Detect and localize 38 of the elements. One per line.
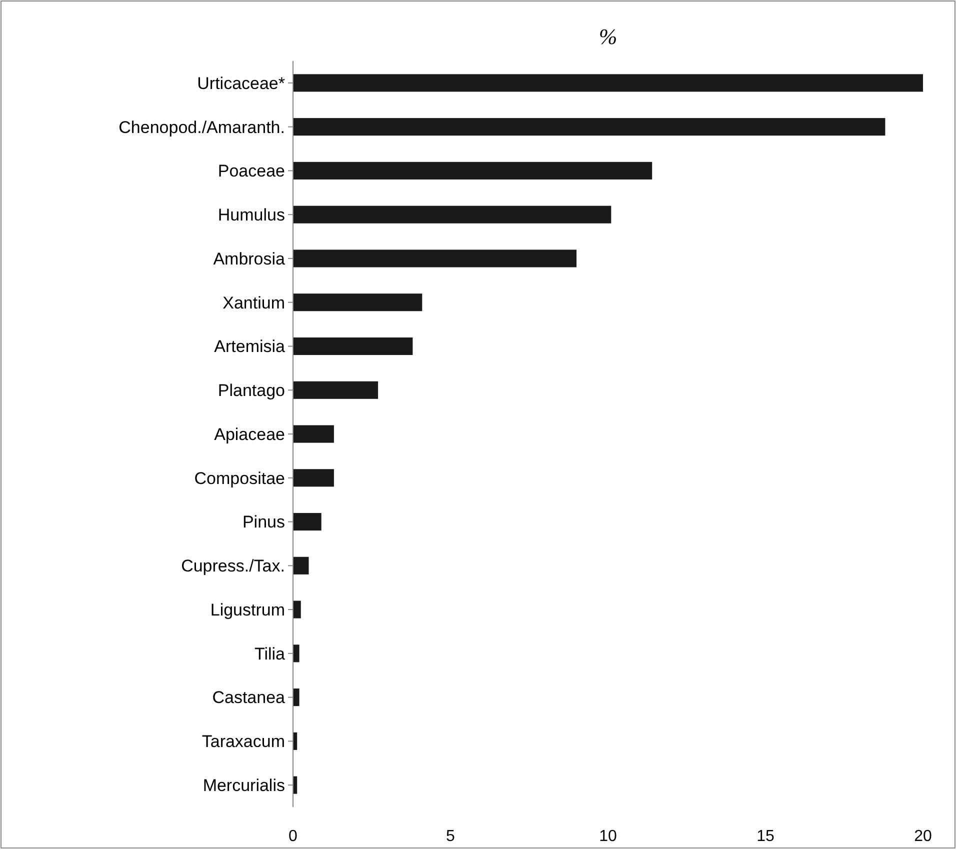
- bar: [293, 118, 886, 136]
- y-tick-label: Ambrosia: [213, 249, 286, 268]
- bar: [293, 74, 923, 92]
- bar: [293, 381, 378, 399]
- x-tick-label: 20: [914, 828, 932, 845]
- bar: [293, 294, 422, 312]
- y-tick-label: Pinus: [242, 512, 285, 532]
- y-tick-label: Poaceae: [218, 162, 285, 181]
- bar: [293, 469, 334, 487]
- y-tick-label: Castanea: [212, 688, 286, 708]
- bar: [293, 250, 576, 268]
- y-tick-label: Cupress./Tax.: [181, 556, 285, 576]
- chart-title: %: [598, 24, 618, 49]
- x-tick-label: 15: [756, 828, 774, 845]
- bar: [293, 425, 334, 443]
- bar: [293, 688, 300, 706]
- y-tick-label: Artemisia: [214, 337, 286, 356]
- y-tick-label: Apiaceae: [214, 424, 285, 444]
- bar: [293, 600, 301, 618]
- y-tick-label: Urticaceae*: [197, 74, 286, 93]
- bar: [293, 162, 652, 180]
- bar: [293, 644, 300, 662]
- y-tick-label: Chenopod./Amaranth.: [118, 118, 285, 137]
- y-tick-label: Compositae: [194, 468, 285, 488]
- bar: [293, 206, 612, 224]
- y-tick-label: Tilia: [254, 644, 286, 664]
- x-tick-label: 0: [288, 828, 298, 845]
- x-tick-label: 5: [446, 828, 456, 845]
- bar: [293, 512, 322, 531]
- bar: [293, 556, 309, 574]
- y-tick-label: Taraxacum: [202, 732, 285, 752]
- y-tick-label: Mercurialis: [202, 776, 285, 796]
- y-tick-label: Humulus: [218, 206, 285, 225]
- y-tick-label: Plantago: [218, 381, 285, 400]
- y-tick-label: Xantium: [222, 293, 285, 312]
- bar: [293, 337, 413, 356]
- y-tick-label: Ligustrum: [210, 600, 285, 620]
- x-tick-label: 10: [599, 828, 617, 845]
